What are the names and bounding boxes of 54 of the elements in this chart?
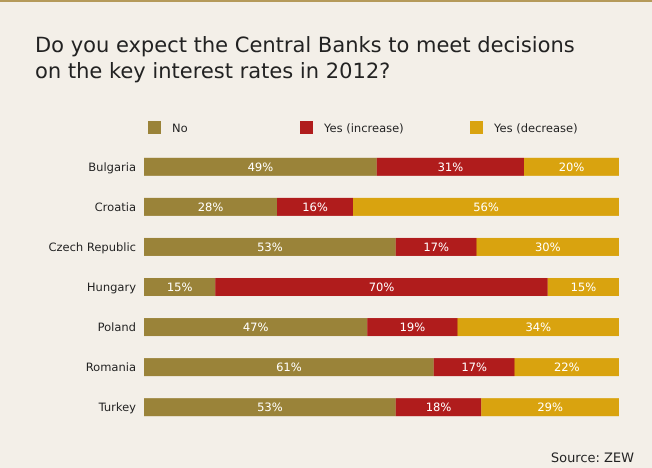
data-label: 31% — [438, 160, 464, 174]
data-label: 61% — [276, 360, 302, 374]
data-label: 17% — [461, 360, 487, 374]
legend-label: Yes (decrease) — [493, 121, 578, 135]
legend-label: No — [172, 121, 188, 135]
bar — [277, 198, 353, 216]
data-label: 47% — [242, 320, 268, 334]
bar — [476, 238, 619, 256]
y-tick-label: Hungary — [86, 280, 136, 294]
bar — [144, 398, 396, 416]
data-label: 28% — [198, 200, 224, 214]
bar — [144, 358, 434, 376]
data-label: 17% — [423, 240, 449, 254]
data-label: 34% — [525, 320, 552, 334]
bar — [215, 278, 548, 296]
legend-label: Yes (increase) — [323, 121, 404, 135]
bar — [367, 318, 458, 336]
bar — [458, 318, 619, 336]
bar — [434, 358, 514, 376]
bar — [144, 198, 277, 216]
data-label: 49% — [248, 160, 274, 174]
y-tick-label: Czech Republic — [48, 240, 136, 254]
source-note: Source: ZEW — [550, 451, 634, 466]
data-label: 15% — [166, 280, 192, 294]
bar — [376, 158, 524, 176]
bar — [396, 238, 476, 256]
y-tick-label: Croatia — [94, 200, 136, 214]
data-label: 29% — [537, 400, 563, 414]
bar — [353, 198, 619, 216]
data-label: 22% — [554, 360, 580, 374]
bar — [548, 278, 619, 296]
data-label: 19% — [400, 320, 426, 334]
bar — [144, 318, 368, 336]
y-tick-label: Turkey — [98, 400, 136, 414]
bar — [144, 278, 216, 296]
bar — [524, 158, 619, 176]
bar — [514, 358, 619, 376]
data-label: 16% — [302, 200, 328, 214]
data-label: 53% — [257, 240, 283, 254]
data-label: 70% — [368, 280, 394, 294]
data-label: 53% — [257, 400, 283, 414]
bar — [396, 398, 482, 416]
data-label: 20% — [558, 160, 584, 174]
y-tick-label: Bulgaria — [88, 160, 136, 174]
data-label: 15% — [570, 280, 596, 294]
bar — [144, 238, 396, 256]
bar — [144, 158, 377, 176]
data-label: 18% — [426, 400, 452, 414]
bar — [481, 398, 619, 416]
chart-title: Do you expect the Central Banks to meet decisions on the key interest rates in 2012? — [35, 33, 575, 83]
y-tick-label: Poland — [98, 320, 136, 334]
data-label: 30% — [534, 240, 561, 254]
data-label: 56% — [473, 200, 499, 214]
y-tick-label: Romania — [86, 360, 136, 374]
